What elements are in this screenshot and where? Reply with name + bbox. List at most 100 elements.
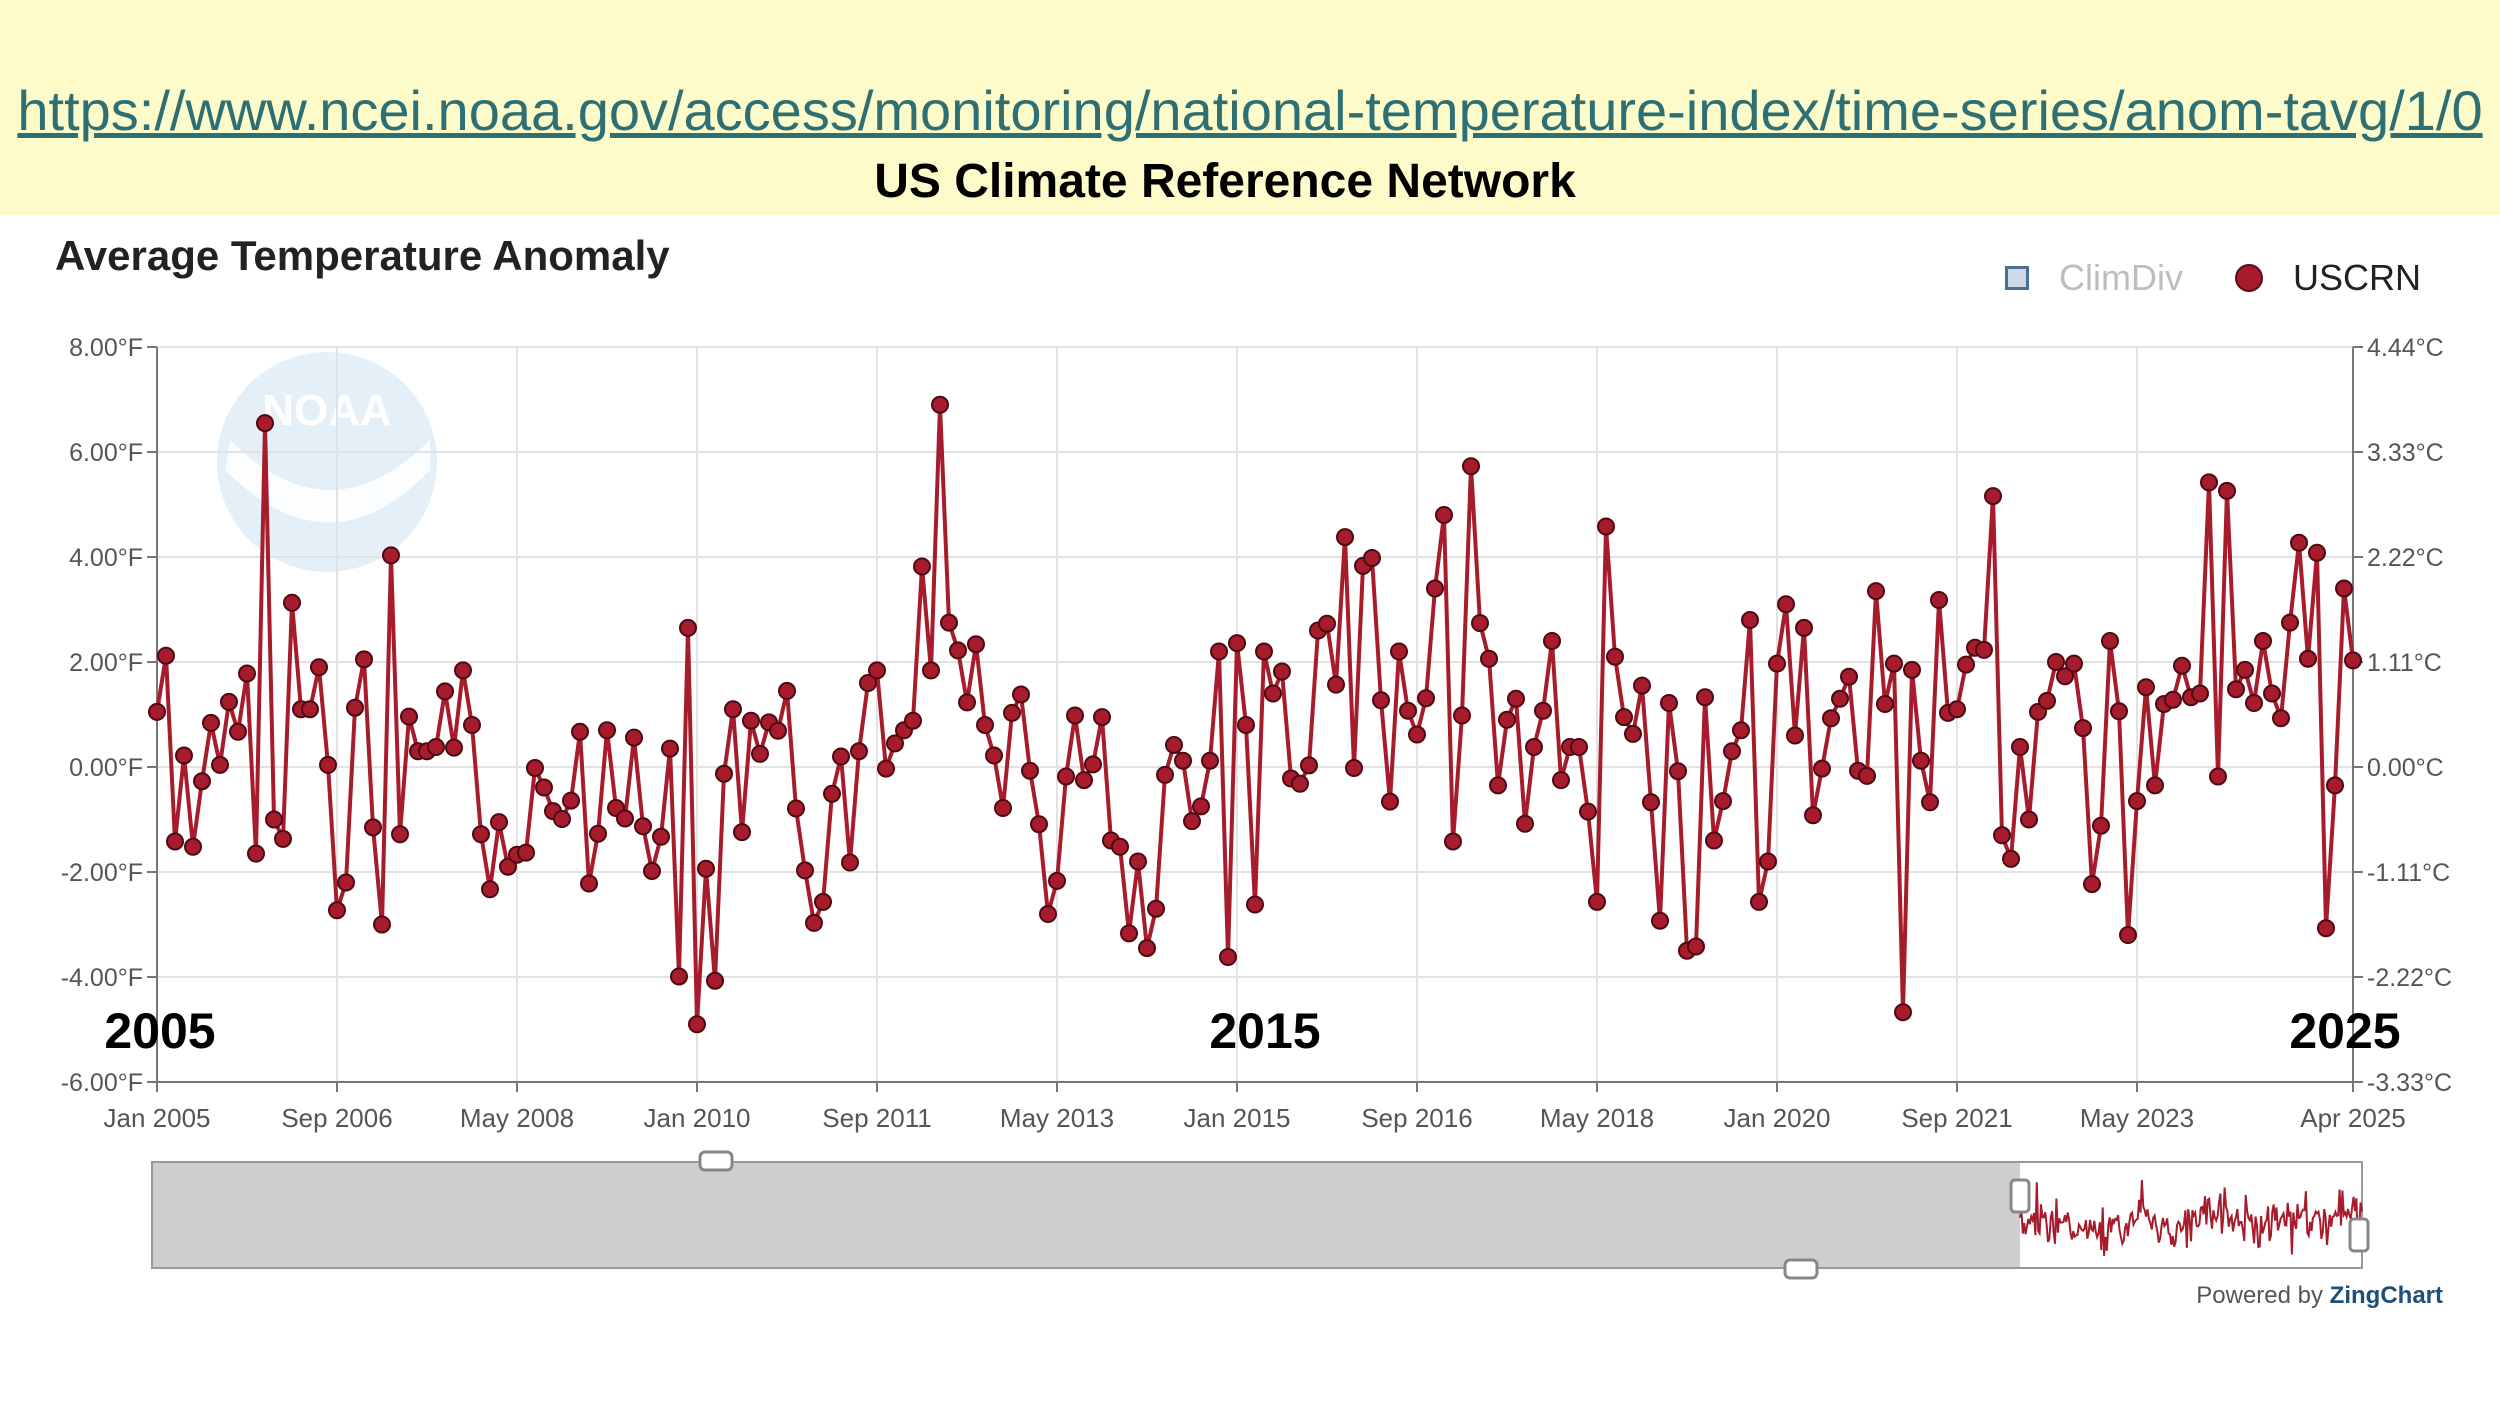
data-point [742, 711, 760, 730]
data-point [2299, 649, 2317, 668]
y2-tick-label: 2.22°C [2367, 544, 2444, 572]
data-point [976, 716, 994, 734]
y-tick-label: 2.00°F [69, 649, 143, 677]
data-point [778, 681, 796, 700]
data-point [202, 713, 220, 732]
data-point [1669, 762, 1687, 781]
source-url-link[interactable]: https://www.ncei.noaa.gov/access/monitor… [17, 79, 2483, 142]
data-point [1246, 895, 1264, 914]
data-point [850, 742, 868, 761]
data-point [220, 692, 238, 711]
data-point [1975, 640, 1993, 659]
data-point [1012, 685, 1030, 704]
data-point [2056, 667, 2074, 686]
data-point [1435, 506, 1453, 524]
y-tick-label: -6.00°F [61, 1069, 143, 1097]
data-point [1957, 655, 1975, 674]
data-point [1480, 649, 1498, 668]
data-point [2326, 776, 2344, 795]
data-point [2047, 653, 2065, 671]
data-point [346, 698, 364, 717]
data-point [1570, 738, 1588, 756]
data-point [1471, 614, 1489, 633]
legend-item-uscrn[interactable]: USCRN [2235, 257, 2422, 298]
data-point [1534, 701, 1552, 720]
data-point [832, 747, 850, 766]
chart-title: Average Temperature Anomaly [55, 232, 670, 279]
legend-label-uscrn: USCRN [2293, 257, 2422, 298]
data-point [859, 674, 877, 692]
data-point [2236, 660, 2254, 679]
data-point [157, 646, 175, 665]
data-point [805, 913, 823, 932]
data-point [580, 874, 598, 893]
series-markers-uscrn [148, 395, 2362, 1034]
data-point [2128, 792, 2146, 811]
data-point [1030, 815, 1048, 834]
data-point [553, 810, 571, 828]
data-point [706, 971, 724, 990]
data-point [1795, 618, 1813, 637]
data-point [166, 832, 184, 851]
data-point [472, 825, 490, 844]
watermark-bird [225, 440, 430, 523]
data-point [967, 635, 985, 654]
data-point [1138, 939, 1156, 958]
data-point [733, 823, 751, 842]
data-point [1255, 642, 1273, 661]
year-annotation: 2005 [104, 1003, 215, 1059]
data-point [1093, 708, 1111, 727]
data-point [1120, 924, 1138, 943]
data-point [1687, 937, 1705, 956]
data-point [328, 901, 346, 920]
data-point [1390, 642, 1408, 661]
data-point [1219, 948, 1237, 966]
data-point [1804, 806, 1822, 825]
y2-tick-label: 0.00°C [2367, 754, 2444, 782]
data-point [265, 810, 283, 829]
data-point [436, 682, 454, 701]
data-point [382, 546, 400, 565]
data-point [715, 764, 733, 783]
network-subtitle: US Climate Reference Network [874, 155, 1576, 208]
data-point [193, 772, 211, 791]
data-point [2137, 678, 2155, 697]
y-tick-label: -4.00°F [61, 964, 143, 992]
data-point [1615, 708, 1633, 727]
legend-item-climdiv[interactable]: ClimDiv [2005, 257, 2183, 298]
data-point [1183, 812, 1201, 831]
data-point [2281, 613, 2299, 632]
y2-tick-label: 4.44°C [2367, 334, 2444, 362]
data-point [1750, 892, 1768, 911]
data-point [751, 744, 769, 763]
data-point [1507, 689, 1525, 708]
data-point [2191, 684, 2209, 703]
data-point [1759, 852, 1777, 871]
x-tick-label: Jan 2020 [1724, 1103, 1831, 1133]
data-point [1696, 688, 1714, 707]
x-tick-label: Jan 2010 [644, 1103, 751, 1133]
data-point [796, 861, 814, 880]
navigator-right-handle[interactable] [2348, 1217, 2370, 1253]
data-point [301, 700, 319, 719]
data-point [1327, 675, 1345, 694]
data-point [1228, 634, 1246, 653]
data-point [1489, 776, 1507, 795]
data-point [2263, 684, 2281, 703]
data-point [1075, 771, 1093, 790]
data-point [571, 722, 589, 741]
data-point [2083, 875, 2101, 894]
data-point [2290, 533, 2308, 552]
y2-tick-label: 1.11°C [2367, 649, 2442, 677]
navigator-bottom-grip[interactable] [1783, 1258, 1819, 1280]
year-annotation: 2025 [2289, 1003, 2400, 1059]
powered-by-credit[interactable]: Powered by ZingChart [2196, 1282, 2443, 1310]
data-point [2101, 632, 2119, 650]
data-point [2092, 816, 2110, 835]
data-point [247, 844, 265, 863]
y-tick-label: 0.00°F [69, 754, 143, 782]
data-point [463, 716, 481, 734]
navigator-left-handle[interactable] [2009, 1178, 2031, 1214]
navigator-top-grip[interactable] [698, 1150, 734, 1172]
data-point [994, 799, 1012, 817]
